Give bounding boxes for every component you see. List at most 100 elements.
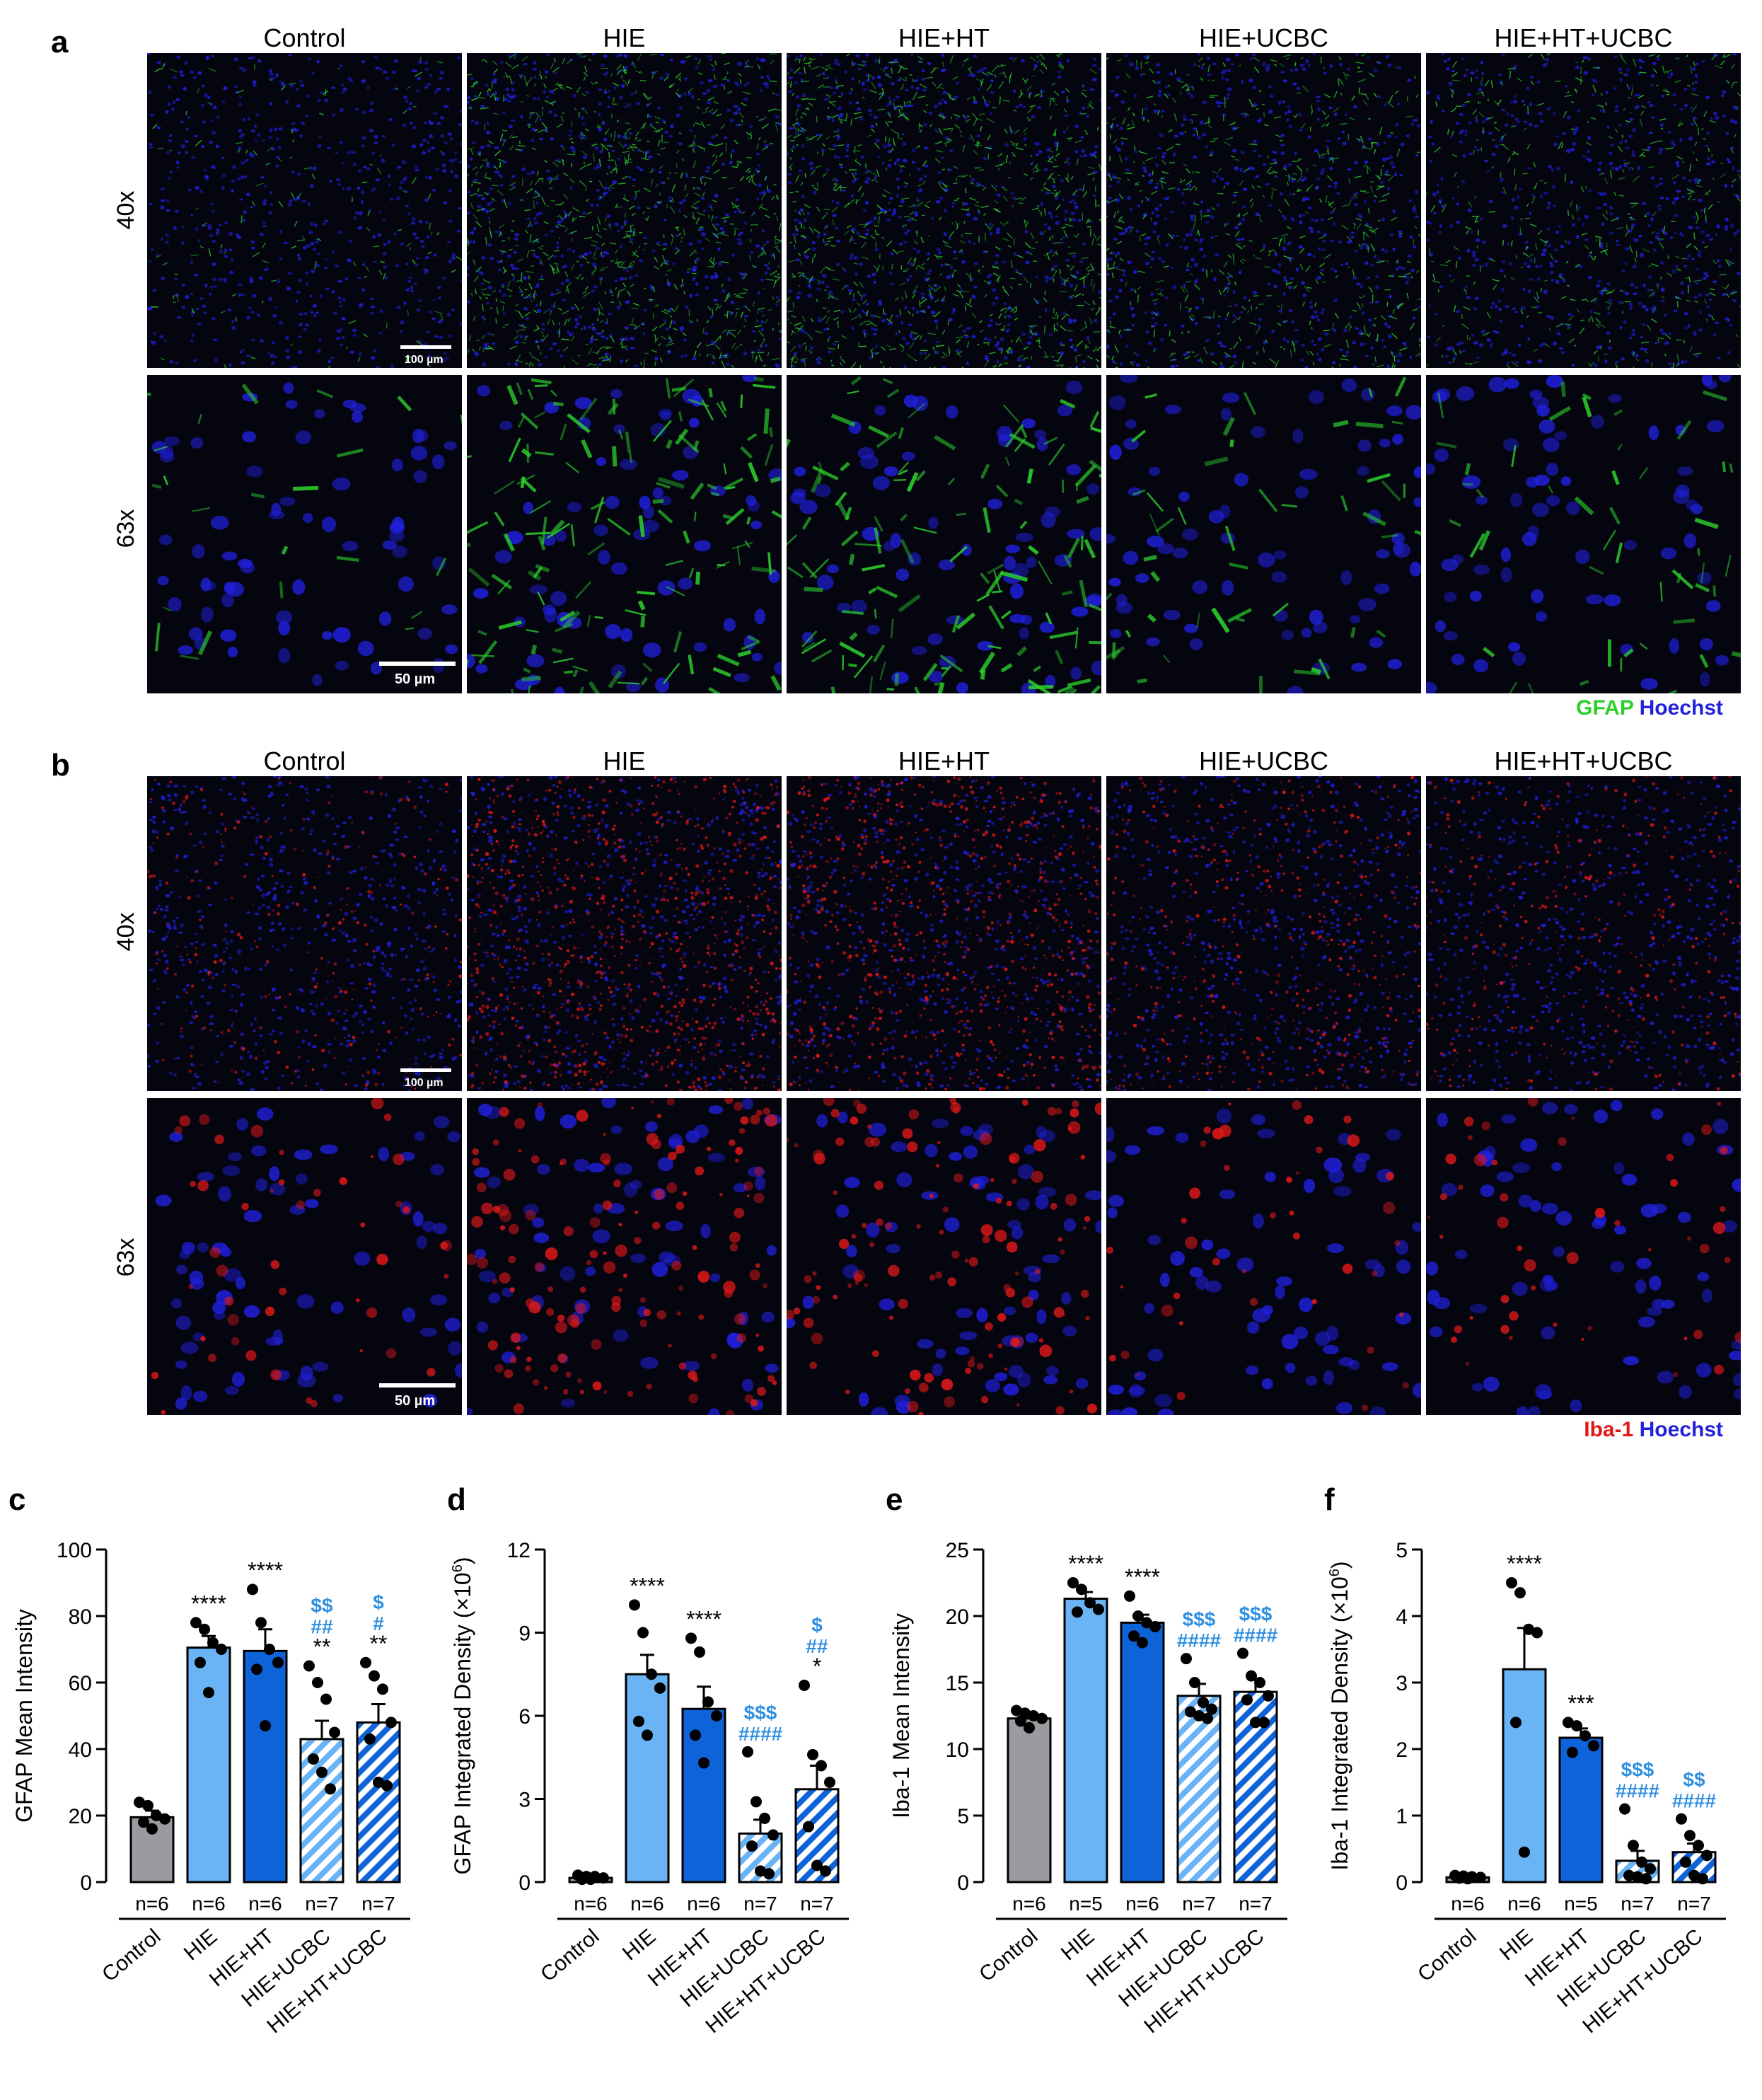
data-point xyxy=(803,1821,814,1833)
y-tick-label: 100 xyxy=(57,1539,92,1562)
significance-vs-control: **** xyxy=(1125,1564,1160,1590)
col-head-b-hie-ht-ucbc: HIE+HT+UCBC xyxy=(1494,746,1673,775)
y-tick-label: 80 xyxy=(69,1605,92,1629)
data-point xyxy=(134,1796,145,1808)
panel-letter-b: b xyxy=(51,748,70,783)
data-point xyxy=(1141,1617,1152,1629)
micrograph-a-63x-hie xyxy=(467,375,782,693)
y-axis-label: Iba-1 Mean Intensity xyxy=(888,1613,914,1818)
micrograph-texture xyxy=(1106,776,1421,1091)
x-tick-label: HIE xyxy=(618,1925,661,1965)
micrograph-a-63x-hie-ht-ucbc xyxy=(1426,375,1741,693)
bar-hie xyxy=(186,1646,231,1883)
micrograph-texture xyxy=(151,1098,462,1415)
data-point xyxy=(1181,1653,1192,1665)
data-point xyxy=(373,1777,384,1788)
data-point xyxy=(654,1682,666,1694)
panel-letter-a: a xyxy=(51,25,69,59)
data-point xyxy=(138,1816,149,1828)
data-point xyxy=(1024,1721,1035,1733)
data-point xyxy=(1645,1863,1656,1875)
y-tick-label: 40 xyxy=(69,1738,92,1762)
y-axis-label-superscript: 6 xyxy=(1327,1569,1343,1576)
data-point xyxy=(1149,1621,1161,1633)
micrograph-texture xyxy=(1426,375,1741,693)
micrograph-a-40x-control xyxy=(147,53,462,368)
data-point xyxy=(637,1627,649,1639)
y-tick-label: 9 xyxy=(518,1622,531,1646)
data-point xyxy=(1241,1694,1253,1706)
data-point xyxy=(1462,1873,1473,1885)
significance-vs-control: ** xyxy=(313,1634,331,1660)
panel-letter-c: c xyxy=(8,1482,25,1517)
data-point xyxy=(316,1766,328,1778)
micrograph-b-63x-control xyxy=(147,1098,462,1415)
col-head-b-hie-ht: HIE+HT xyxy=(898,746,990,775)
data-point xyxy=(386,1717,397,1729)
x-tick-label: Control xyxy=(1413,1925,1480,1986)
data-point xyxy=(272,1656,284,1668)
col-head-b-hie: HIE xyxy=(603,746,646,775)
y-tick-label: 12 xyxy=(507,1539,531,1562)
data-point xyxy=(1072,1606,1083,1618)
micrograph-b-63x-hie-ht xyxy=(787,1098,1101,1415)
data-point xyxy=(1519,1846,1530,1858)
n-label: n=6 xyxy=(687,1893,721,1915)
micrograph-texture xyxy=(467,375,782,693)
data-point xyxy=(1028,1710,1039,1721)
micrograph-a-63x-control xyxy=(147,375,462,693)
data-point xyxy=(329,1726,340,1738)
panel-letter-f: f xyxy=(1324,1482,1335,1517)
bar-chart-c: c 0 20 40 60 80 100 GFAP Mean Intensity n=6 Contr… xyxy=(8,1482,410,2038)
data-point xyxy=(759,1812,770,1824)
data-point xyxy=(203,1687,214,1699)
data-point xyxy=(364,1733,376,1745)
significance-vs-hie-ht: $$$ xyxy=(1183,1608,1216,1630)
micrograph-b-40x-hie-ucbc xyxy=(1106,776,1421,1091)
micrograph-a-40x-hie-ucbc xyxy=(1106,53,1421,368)
bar-hie xyxy=(625,1673,670,1883)
bar-hie-ucbc xyxy=(1176,1695,1222,1883)
x-tick-label: HIE xyxy=(180,1925,222,1965)
data-point xyxy=(1567,1746,1578,1758)
data-point xyxy=(207,1637,219,1649)
legend-a: GFAP Hoechst xyxy=(1576,696,1723,720)
y-tick-label: 10 xyxy=(946,1738,969,1762)
data-point xyxy=(799,1679,810,1691)
data-point xyxy=(711,1710,722,1721)
data-point xyxy=(1124,1590,1135,1602)
data-point xyxy=(1563,1717,1574,1729)
significance-vs-control: **** xyxy=(191,1591,226,1616)
data-point xyxy=(746,1840,758,1852)
n-label: n=6 xyxy=(630,1893,664,1915)
data-point xyxy=(312,1677,323,1688)
col-head-a-hie-ucbc: HIE+UCBC xyxy=(1198,23,1329,52)
y-tick-label: 0 xyxy=(518,1871,531,1895)
data-point xyxy=(190,1617,202,1629)
micrograph-texture xyxy=(787,1098,1101,1415)
data-point xyxy=(325,1783,336,1795)
bar-control xyxy=(1007,1717,1052,1883)
data-point xyxy=(1640,1873,1652,1885)
data-point xyxy=(255,1617,267,1629)
significance-vs-hie-ht: $$$ xyxy=(1621,1759,1654,1781)
micrograph-texture xyxy=(1106,375,1421,693)
n-label: n=7 xyxy=(1677,1893,1711,1915)
data-point xyxy=(1246,1670,1257,1682)
significance-vs-hie-ht: $$ xyxy=(311,1595,333,1617)
n-label: n=7 xyxy=(800,1893,834,1915)
micrograph-texture xyxy=(1106,1100,1421,1415)
micrograph-b-40x-hie xyxy=(467,776,782,1091)
n-label: n=7 xyxy=(1621,1893,1654,1915)
x-tick-label: Control xyxy=(98,1925,165,1986)
data-point xyxy=(320,1693,332,1705)
y-tick-label: 60 xyxy=(69,1672,92,1695)
micrograph-texture xyxy=(1426,776,1741,1091)
data-point xyxy=(1531,1627,1543,1639)
data-point xyxy=(1619,1803,1630,1815)
y-tick-label: 4 xyxy=(1396,1605,1408,1629)
row-head-b-63x: 63x xyxy=(112,1238,139,1277)
row-head-a-40x: 40x xyxy=(112,190,139,230)
data-point xyxy=(763,1868,775,1880)
data-point xyxy=(1588,1740,1599,1752)
